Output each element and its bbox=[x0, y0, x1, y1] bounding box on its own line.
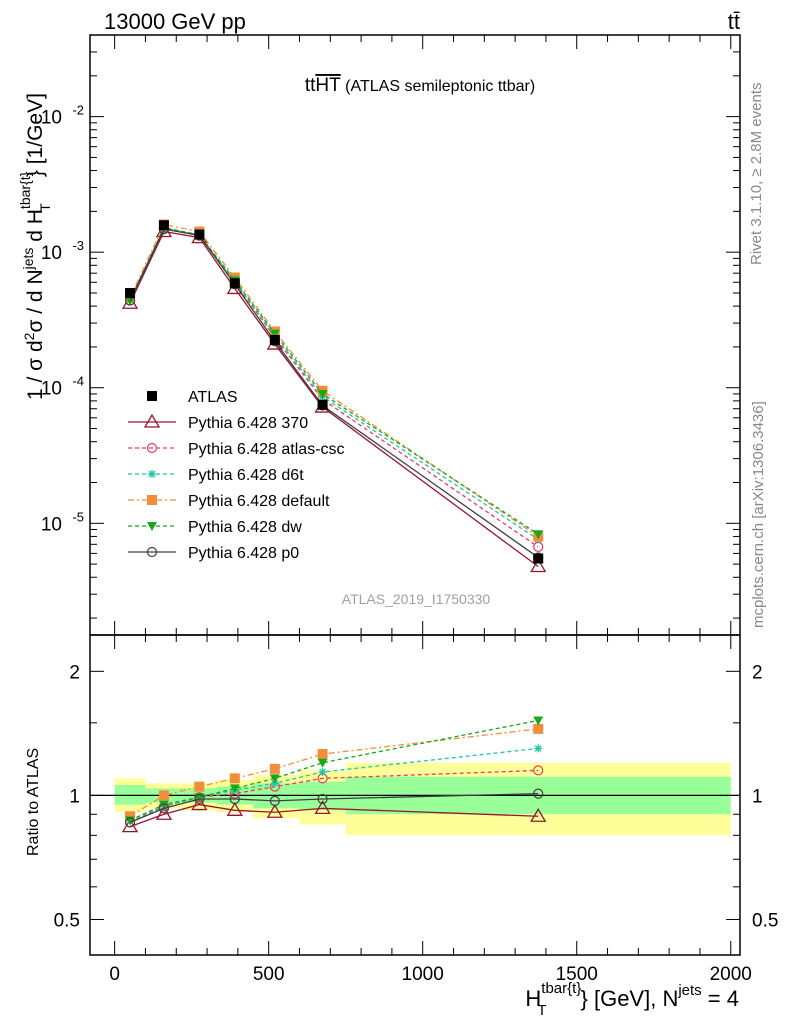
ratio-point-0-1 bbox=[155, 805, 173, 820]
main-ytick-label-0: 10 -5 bbox=[41, 509, 84, 535]
legend-item-3: Pythia 6.428 d6t bbox=[128, 467, 304, 484]
main-ytick-label-2: 10 -3 bbox=[41, 238, 84, 264]
xtick-label-3: 1500 bbox=[556, 964, 598, 985]
ratio-point-0-4 bbox=[266, 803, 283, 818]
xlabel: Htbar{t} T} [GeV], Njets = 4 bbox=[525, 980, 739, 1019]
ratio-point-0-5 bbox=[314, 800, 331, 815]
legend-item-4: Pythia 6.428 default bbox=[128, 493, 330, 510]
legend-label-2: Pythia 6.428 atlas-csc bbox=[188, 441, 345, 458]
main-ytick-label-3: 10 -2 bbox=[41, 103, 84, 129]
ratio-point-2-6 bbox=[534, 744, 543, 753]
legend-label-3: Pythia 6.428 d6t bbox=[188, 467, 304, 484]
main-point-0-5 bbox=[317, 399, 328, 410]
legend-marker-1 bbox=[143, 413, 161, 428]
title-over: HT bbox=[315, 75, 341, 96]
legend-item-1: Pythia 6.428 370 bbox=[128, 413, 308, 432]
ratio-point-5-1 bbox=[158, 803, 170, 814]
legend-marker-5 bbox=[147, 522, 157, 531]
main-point-0-1 bbox=[158, 220, 169, 231]
ratio-point-3-0 bbox=[125, 811, 136, 822]
ratio-point-0-2 bbox=[191, 796, 208, 811]
main-point-0-0 bbox=[125, 287, 136, 298]
ratio-ytick-label-1: 1 bbox=[69, 786, 80, 807]
ratio-point-3-3 bbox=[229, 773, 240, 784]
ratio-point-3-5 bbox=[317, 749, 328, 760]
ratio-point-5-6 bbox=[533, 788, 544, 799]
main-point-5-0 bbox=[125, 296, 136, 306]
ratio-point-0-6 bbox=[530, 807, 547, 822]
xtick-label-2: 1000 bbox=[402, 964, 444, 985]
title-rest: (ATLAS semileptonic ttbar) bbox=[341, 78, 535, 95]
main-point-5-6 bbox=[533, 530, 544, 540]
main-title: ttHT (ATLAS semileptonic ttbar) bbox=[305, 75, 535, 96]
header-final-state: tt̄ bbox=[728, 9, 740, 34]
analysis-tag: ATLAS_2019_I1750330 bbox=[342, 591, 491, 607]
legend-label-5: Pythia 6.428 dw bbox=[188, 519, 302, 536]
main-point-5-4 bbox=[269, 329, 280, 339]
main-line-5 bbox=[129, 226, 539, 535]
xtick-label-0: 0 bbox=[109, 964, 120, 985]
ratio-point-1-6 bbox=[533, 765, 544, 776]
ratio-ytick-label-right-2: 2 bbox=[752, 662, 763, 683]
legend-label-6: Pythia 6.428 p0 bbox=[188, 545, 299, 562]
legend-label-0: ATLAS bbox=[188, 389, 238, 406]
title-main: tt bbox=[305, 75, 316, 96]
ratio-point-4-1 bbox=[158, 800, 169, 810]
ratio-point-3-2 bbox=[194, 781, 205, 792]
main-plot-area bbox=[121, 219, 547, 573]
main-point-0-4 bbox=[269, 335, 280, 346]
main-point-1-6 bbox=[530, 558, 547, 573]
ratio-point-5-2 bbox=[194, 793, 205, 805]
legend-item-5: Pythia 6.428 dw bbox=[128, 519, 302, 536]
legend-marker-3 bbox=[148, 470, 156, 478]
mcplots-label: mcplots.cern.ch [arXiv:1306.3436] bbox=[750, 401, 767, 628]
ratio-ytick-label-0: 0.5 bbox=[54, 910, 80, 931]
main-point-0-3 bbox=[229, 278, 240, 289]
ratio-point-4-6 bbox=[533, 716, 544, 726]
ratio-line-0 bbox=[129, 803, 539, 828]
xtick-label-4: 2000 bbox=[710, 964, 752, 985]
ratio-point-5-4 bbox=[269, 795, 280, 806]
legend-marker-0 bbox=[147, 391, 157, 401]
legend-item-0: ATLAS bbox=[147, 389, 238, 406]
ratio-point-3-6 bbox=[533, 723, 544, 734]
ratio-point-5-5 bbox=[317, 793, 328, 805]
ratio-point-2-5 bbox=[318, 767, 327, 776]
ratio-point-4-5 bbox=[317, 758, 328, 768]
legend-item-6: Pythia 6.428 p0 bbox=[128, 545, 299, 562]
main-ytick-label-1: 10 -4 bbox=[41, 374, 84, 400]
band-inner-0 bbox=[114, 784, 146, 805]
ratio-point-3-1 bbox=[158, 790, 169, 801]
ratio-point-3-4 bbox=[269, 763, 280, 774]
ratio-point-4-4 bbox=[269, 774, 280, 784]
ratio-uncertainty-bands bbox=[90, 762, 740, 836]
legend: ATLAS Pythia 6.428 370 Pythia 6.428 atlas-… bbox=[128, 389, 345, 562]
ratio-line-5 bbox=[129, 792, 539, 824]
main-point-0-2 bbox=[194, 229, 205, 240]
ratio-ylabel: Ratio to ATLAS bbox=[25, 748, 42, 856]
ratio-frame bbox=[89, 634, 741, 956]
ratio-plot-area bbox=[121, 716, 547, 833]
main-point-0-6 bbox=[533, 553, 544, 564]
ratio-point-0-3 bbox=[226, 802, 243, 816]
xtick-label-1: 500 bbox=[253, 964, 285, 985]
legend-label-1: Pythia 6.428 370 bbox=[188, 415, 308, 432]
ratio-point-5-3 bbox=[229, 793, 240, 805]
legend-item-2: Pythia 6.428 atlas-csc bbox=[128, 441, 345, 458]
ratio-point-5-0 bbox=[124, 817, 136, 828]
header-process: 13000 GeV pp bbox=[104, 9, 246, 34]
legend-marker-4 bbox=[147, 495, 157, 505]
rivet-label: Rivet 3.1.10, ≥ 2.8M events bbox=[748, 83, 765, 266]
legend-label-4: Pythia 6.428 default bbox=[188, 493, 330, 510]
ratio-point-4-3 bbox=[229, 784, 240, 794]
ratio-ytick-label-2: 2 bbox=[69, 662, 80, 683]
main-point-5-5 bbox=[317, 389, 328, 399]
main-line-4 bbox=[129, 223, 539, 537]
legend-marker-2 bbox=[146, 442, 158, 454]
legend-marker-6 bbox=[146, 546, 158, 558]
ratio-ytick-label-right-1: 1 bbox=[752, 786, 763, 807]
ratio-ytick-label-right-0: 0.5 bbox=[752, 910, 778, 931]
